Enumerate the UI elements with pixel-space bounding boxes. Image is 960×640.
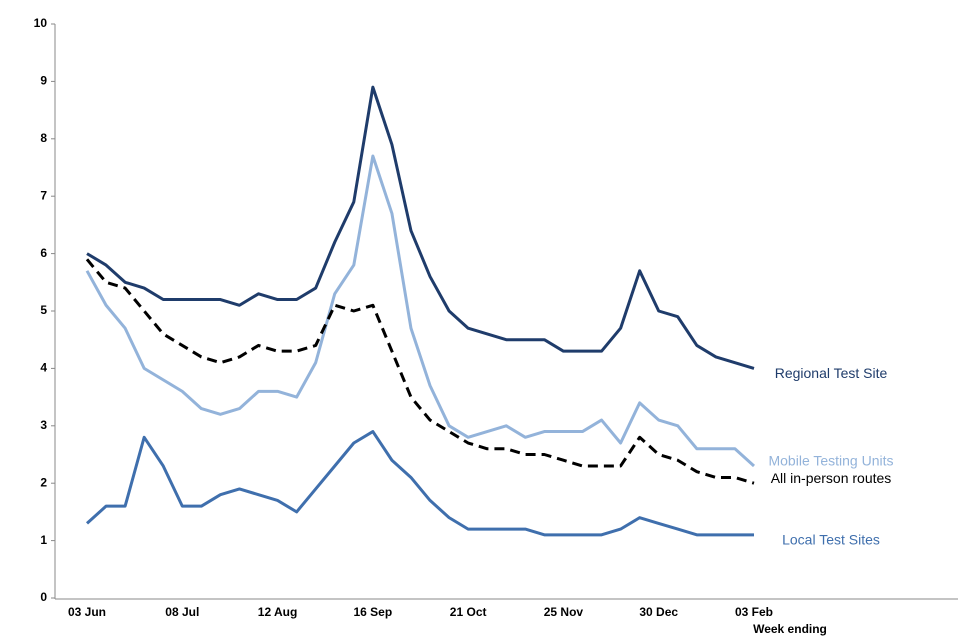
- series-label: Local Test Sites: [782, 532, 880, 548]
- series-line: [86, 85, 755, 370]
- series-line: [85, 154, 756, 468]
- x-tick-label: 30 Dec: [639, 605, 678, 619]
- series-line: [85, 430, 754, 537]
- series-line: [85, 258, 755, 485]
- x-tick-label: 16 Sep: [354, 605, 393, 619]
- x-tick-label: 03 Feb: [735, 605, 773, 619]
- y-tick-label: 10: [34, 16, 48, 30]
- y-tick-label: 9: [40, 74, 47, 88]
- y-tick-label: 2: [40, 475, 47, 489]
- y-tick-label: 6: [40, 246, 47, 260]
- y-tick-label: 7: [40, 188, 47, 202]
- series-label: Regional Test Site: [775, 365, 888, 381]
- x-tick-label: 12 Aug: [258, 605, 298, 619]
- series-label: All in-person routes: [771, 470, 892, 486]
- y-tick-label: 1: [40, 533, 47, 547]
- series-label: Mobile Testing Units: [768, 453, 893, 469]
- x-axis-label: Week ending: [753, 622, 827, 636]
- x-tick-label: 25 Nov: [544, 605, 584, 619]
- x-tick-label: 21 Oct: [450, 605, 487, 619]
- y-tick-label: 4: [40, 361, 47, 375]
- x-tick-label: 03 Jun: [68, 605, 106, 619]
- y-tick-label: 0: [40, 590, 47, 604]
- x-tick-label: 08 Jul: [165, 605, 199, 619]
- y-tick-label: 3: [40, 418, 47, 432]
- y-tick-label: 5: [40, 303, 47, 317]
- y-tick-label: 8: [40, 131, 47, 145]
